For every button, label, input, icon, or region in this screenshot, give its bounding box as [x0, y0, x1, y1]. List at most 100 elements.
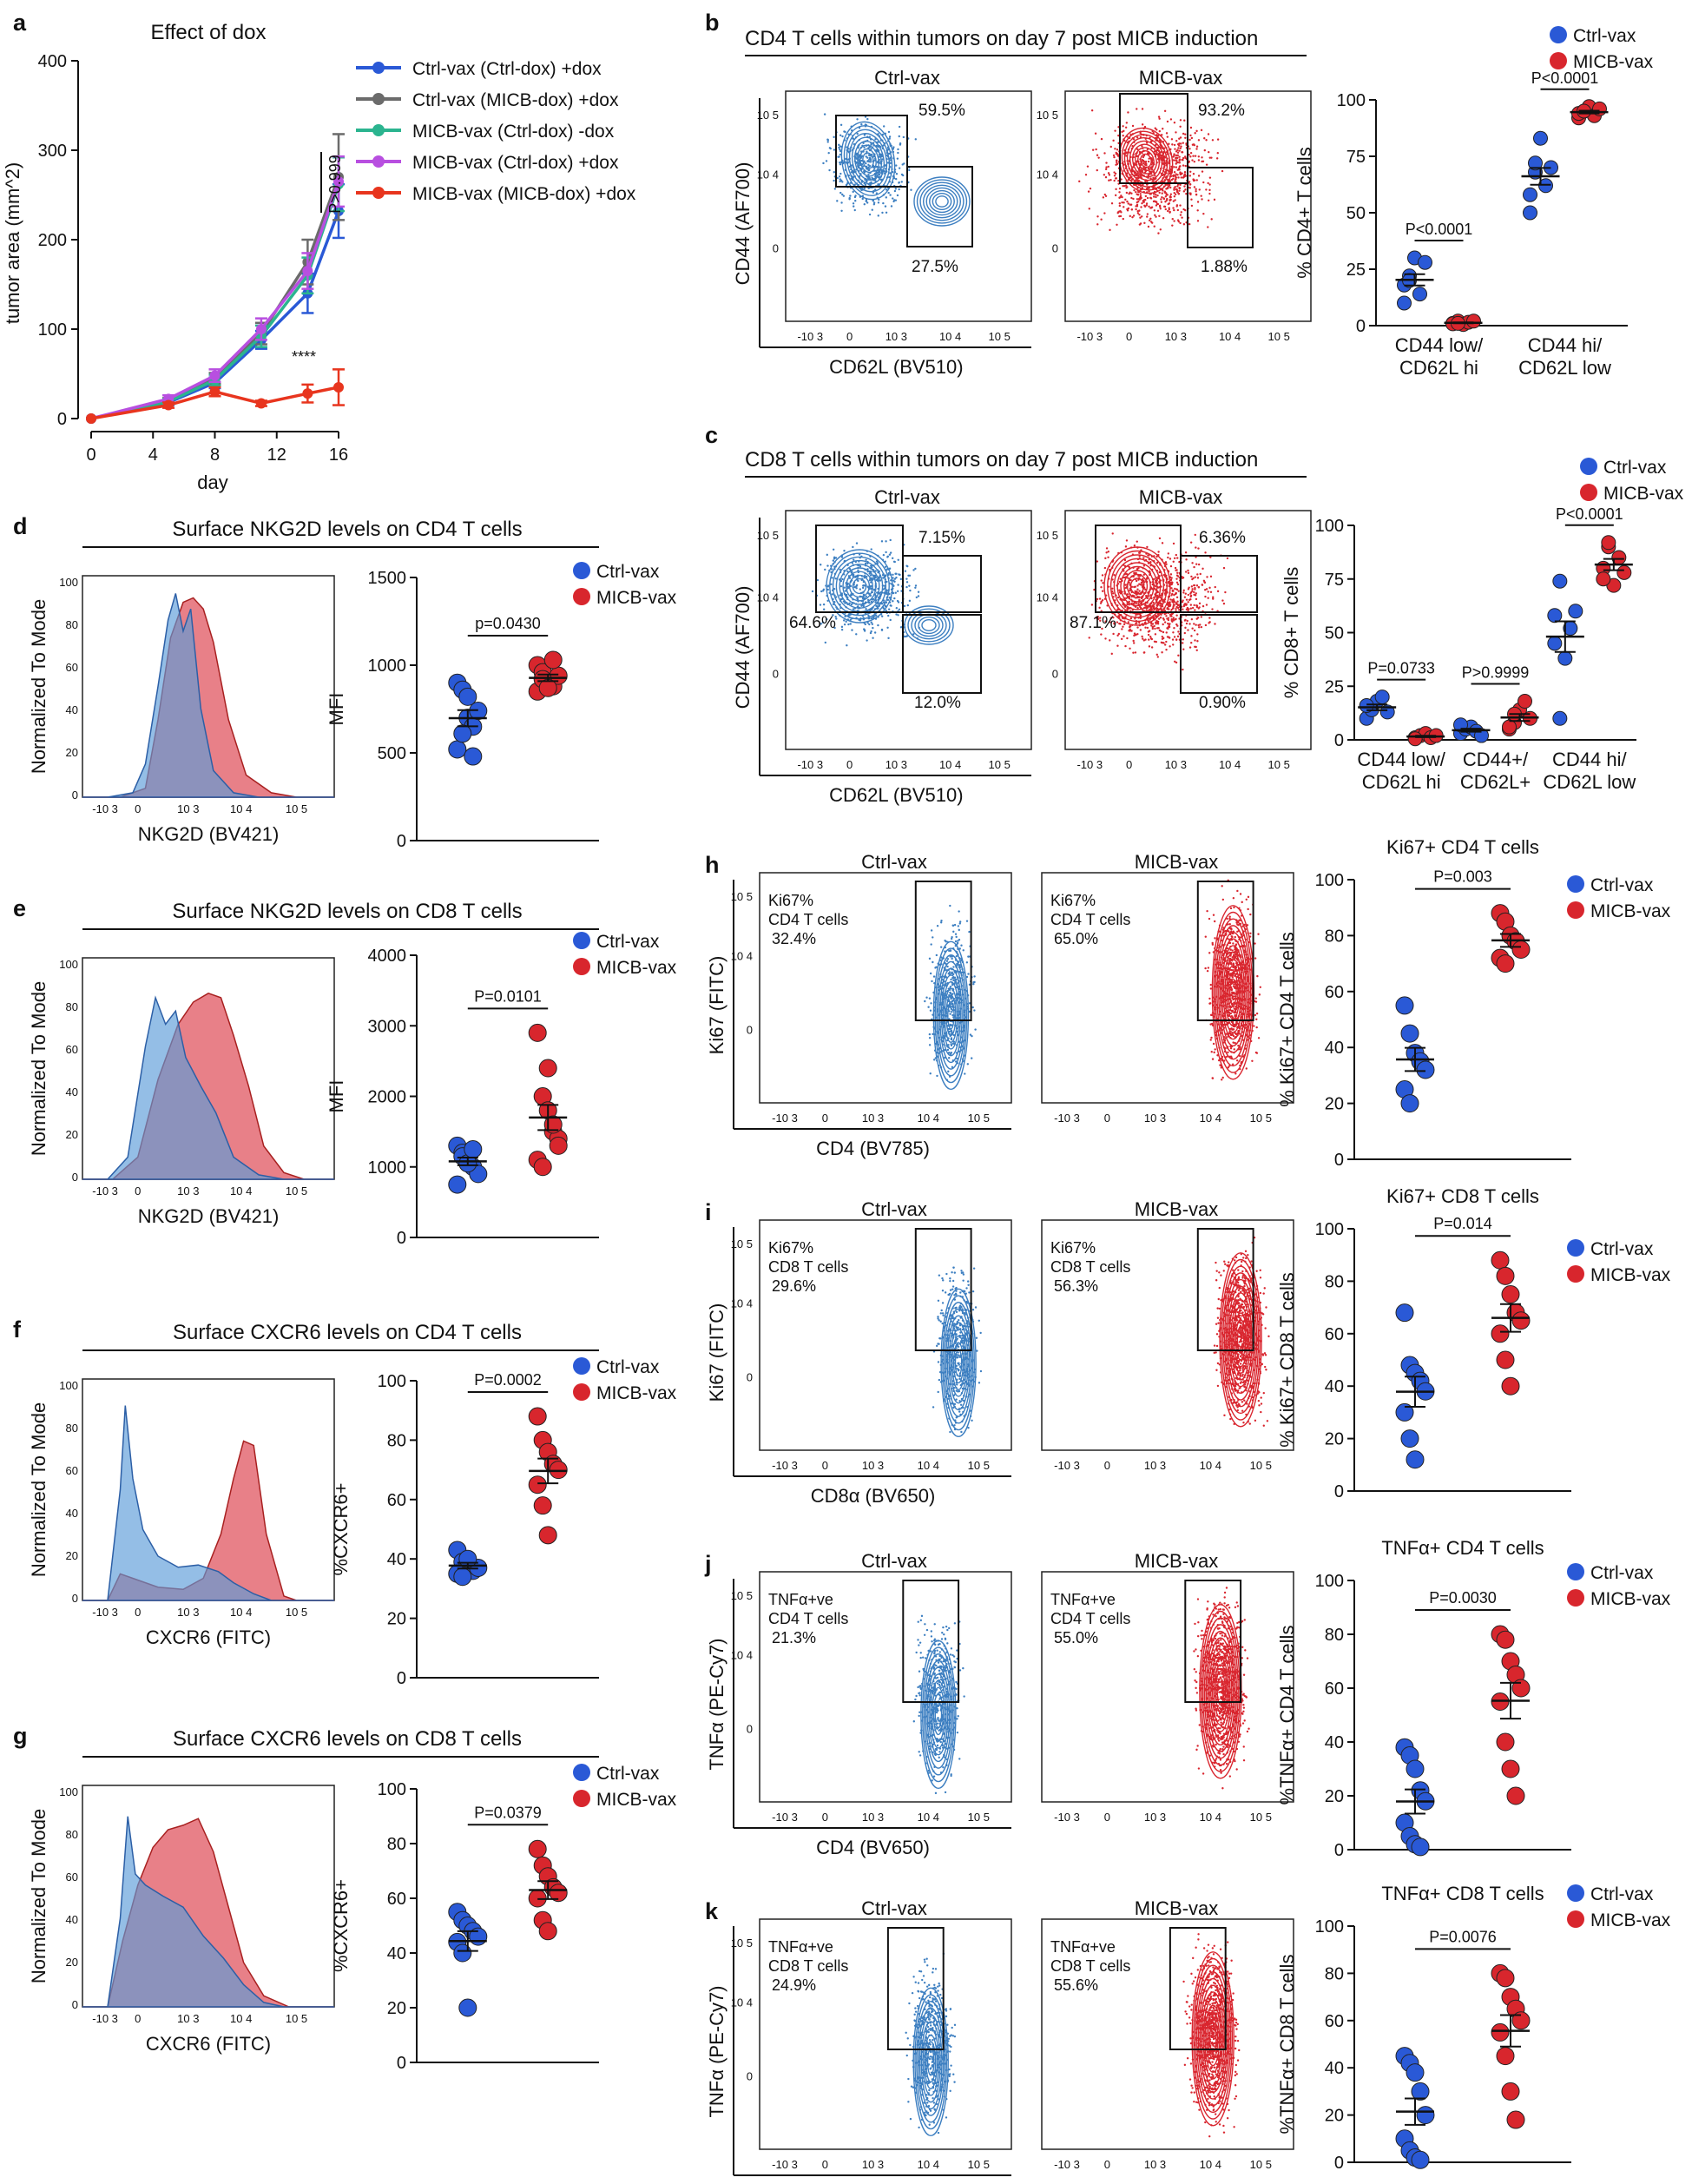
event-dot	[894, 591, 897, 594]
event-dot	[1189, 155, 1192, 158]
event-dot	[861, 197, 864, 201]
event-dot	[856, 118, 859, 121]
event-dot	[1193, 623, 1195, 625]
event-dot	[898, 181, 900, 184]
event-dot	[914, 138, 917, 141]
event-dot	[852, 202, 855, 205]
event-dot	[840, 628, 844, 631]
event-dot	[1103, 152, 1106, 155]
event-dot	[1183, 119, 1186, 122]
event-dot	[871, 208, 873, 211]
legend-marker-micb	[573, 1383, 590, 1401]
event-dot	[940, 919, 943, 922]
event-dot	[1100, 600, 1103, 604]
event-dot	[842, 195, 846, 197]
event-dot	[1184, 208, 1187, 212]
event-dot	[1127, 111, 1129, 114]
event-dot	[1128, 630, 1130, 632]
y-tick-label: 1000	[368, 1158, 407, 1178]
event-dot	[1121, 201, 1123, 204]
event-dot	[973, 975, 976, 978]
event-dot	[1115, 160, 1118, 162]
y-axis-label: %CXCR6+	[330, 1483, 352, 1576]
event-dot	[1125, 191, 1129, 195]
event-dot	[1115, 188, 1117, 191]
event-dot	[1193, 179, 1196, 181]
event-dot	[974, 1028, 977, 1031]
event-dot	[1078, 180, 1081, 183]
category-label: CD62L low	[1543, 771, 1636, 793]
event-dot	[1111, 587, 1114, 591]
event-dot	[1189, 595, 1192, 598]
event-dot	[1207, 199, 1210, 201]
event-dot	[870, 143, 872, 146]
event-dot	[870, 148, 872, 150]
event-dot	[1197, 139, 1201, 142]
event-dot	[1154, 175, 1156, 177]
event-dot	[1199, 572, 1202, 576]
contour	[840, 121, 896, 201]
gate-pct-ctrl-2: 27.5%	[912, 258, 958, 276]
flow-x-tick: -10 3	[1076, 330, 1103, 343]
event-dot	[833, 171, 836, 174]
event-dot	[1105, 166, 1108, 168]
event-dot	[824, 641, 827, 644]
event-dot	[1169, 195, 1172, 198]
event-dot	[1134, 590, 1136, 593]
event-dot	[1161, 192, 1163, 195]
event-dot	[1182, 642, 1184, 644]
event-dot	[1116, 644, 1119, 647]
flow-x-tick: 10 5	[989, 330, 1011, 343]
data-point	[528, 1407, 547, 1426]
event-dot	[1183, 631, 1187, 635]
event-dot	[865, 558, 867, 562]
event-dot	[1255, 1026, 1258, 1029]
event-dot	[1162, 189, 1164, 192]
y-tick-label: 100	[1315, 517, 1344, 536]
contour	[922, 184, 962, 219]
flow-x-label: CD62L (BV510)	[829, 784, 963, 806]
event-dot	[1094, 132, 1097, 135]
event-dot	[1173, 143, 1176, 147]
event-dot	[914, 584, 918, 587]
event-dot	[1186, 619, 1188, 623]
hist-y-tick: 100	[59, 576, 78, 589]
legend-ctrl: Ctrl-vax	[1573, 26, 1636, 46]
event-dot	[1174, 566, 1177, 570]
data-point	[1397, 295, 1412, 311]
event-dot	[1181, 216, 1183, 219]
data-point	[86, 413, 96, 424]
event-dot	[1201, 156, 1203, 159]
event-dot	[1129, 203, 1133, 206]
event-dot	[1190, 198, 1193, 201]
event-dot	[1123, 201, 1125, 204]
event-dot	[1232, 942, 1234, 945]
event-dot	[1163, 643, 1167, 646]
event-dot	[1102, 582, 1104, 584]
event-dot	[899, 142, 902, 145]
event-dot	[846, 182, 849, 185]
event-dot	[1162, 217, 1165, 220]
event-dot	[1213, 198, 1216, 201]
event-dot	[1148, 157, 1150, 160]
event-dot	[1148, 219, 1151, 222]
event-dot	[1140, 206, 1142, 208]
event-dot	[1190, 617, 1194, 621]
event-dot	[1184, 188, 1187, 191]
event-dot	[1132, 197, 1135, 201]
panel-title-g: Surface CXCR6 levels on CD8 T cells	[173, 1727, 522, 1751]
event-dot	[827, 151, 830, 155]
event-dot	[1171, 143, 1174, 146]
event-dot	[1142, 160, 1146, 163]
event-dot	[1136, 584, 1139, 587]
flow-title-micb: MICB-vax	[1139, 67, 1223, 89]
event-dot	[1230, 988, 1233, 991]
event-dot	[873, 188, 877, 191]
event-dot	[1155, 195, 1157, 199]
event-dot	[1146, 215, 1149, 218]
event-dot	[846, 644, 848, 647]
event-dot	[848, 198, 851, 201]
event-dot	[1100, 218, 1103, 221]
event-dot	[1175, 159, 1178, 162]
gate	[835, 115, 908, 188]
